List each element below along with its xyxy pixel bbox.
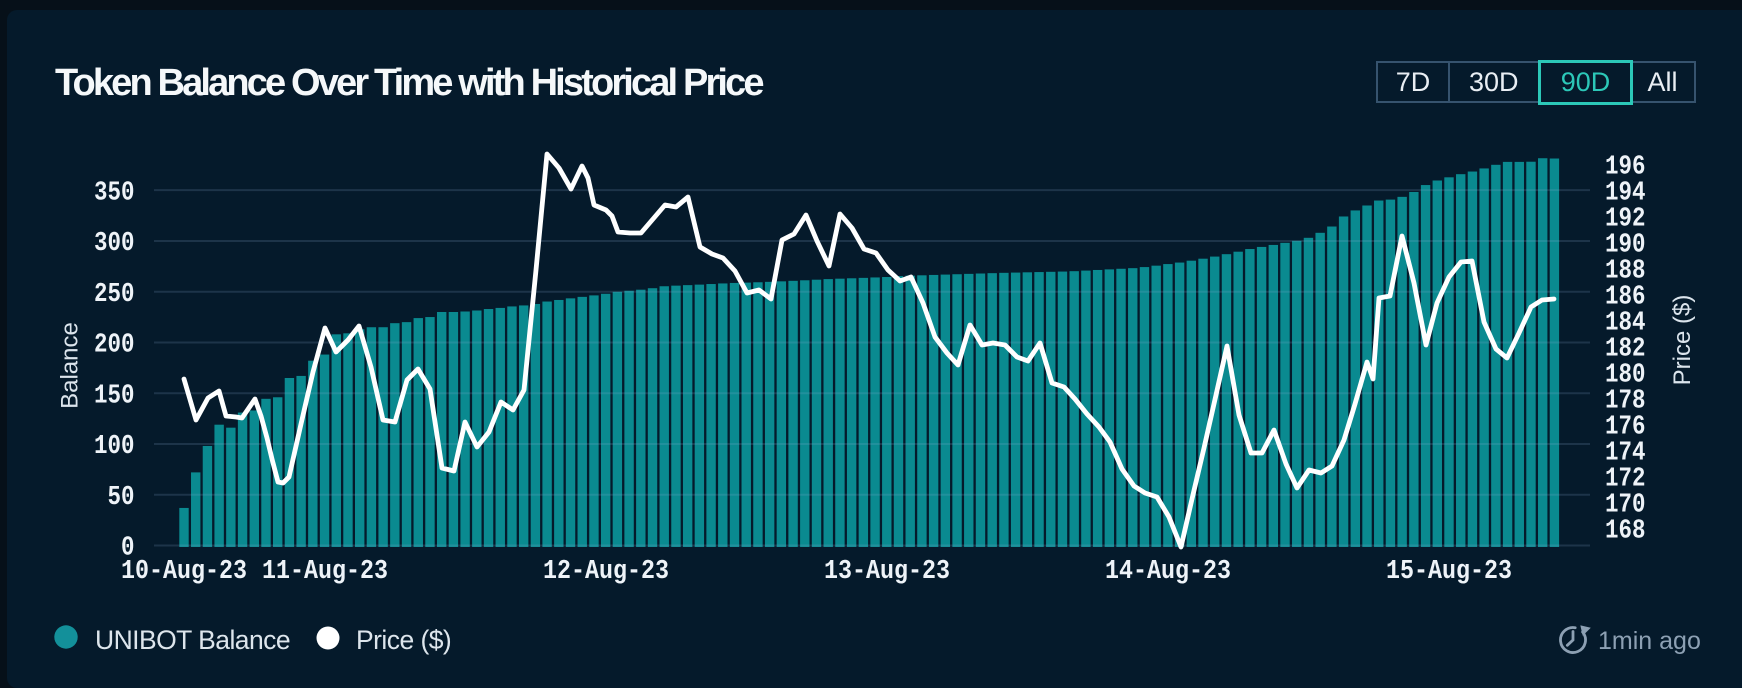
svg-text:Price ($): Price ($) [1669,295,1696,386]
svg-text:12-Aug-23: 12-Aug-23 [543,556,669,586]
svg-text:174: 174 [1605,438,1646,468]
svg-text:186: 186 [1605,282,1646,312]
svg-text:300: 300 [94,228,135,258]
svg-text:188: 188 [1605,256,1646,286]
svg-text:178: 178 [1605,386,1646,416]
svg-text:170: 170 [1605,490,1646,520]
svg-text:184: 184 [1605,308,1646,338]
svg-text:196: 196 [1605,152,1646,182]
svg-text:100: 100 [94,431,135,461]
svg-text:172: 172 [1605,464,1646,494]
svg-text:10-Aug-23: 10-Aug-23 [121,556,247,586]
svg-text:190: 190 [1605,230,1646,260]
svg-text:15-Aug-23: 15-Aug-23 [1386,556,1512,586]
svg-text:180: 180 [1605,360,1646,390]
svg-text:176: 176 [1605,412,1646,442]
svg-text:0: 0 [121,533,135,563]
svg-text:11-Aug-23: 11-Aug-23 [262,556,388,586]
svg-text:14-Aug-23: 14-Aug-23 [1105,556,1231,586]
svg-text:350: 350 [94,177,135,207]
svg-text:168: 168 [1605,516,1646,546]
svg-text:13-Aug-23: 13-Aug-23 [824,556,950,586]
svg-text:150: 150 [94,380,135,410]
svg-text:50: 50 [108,482,135,512]
svg-text:192: 192 [1605,204,1646,234]
svg-text:250: 250 [94,279,135,309]
svg-text:Balance: Balance [57,322,84,409]
svg-text:194: 194 [1605,178,1646,208]
svg-text:200: 200 [94,330,135,360]
svg-text:182: 182 [1605,334,1646,364]
